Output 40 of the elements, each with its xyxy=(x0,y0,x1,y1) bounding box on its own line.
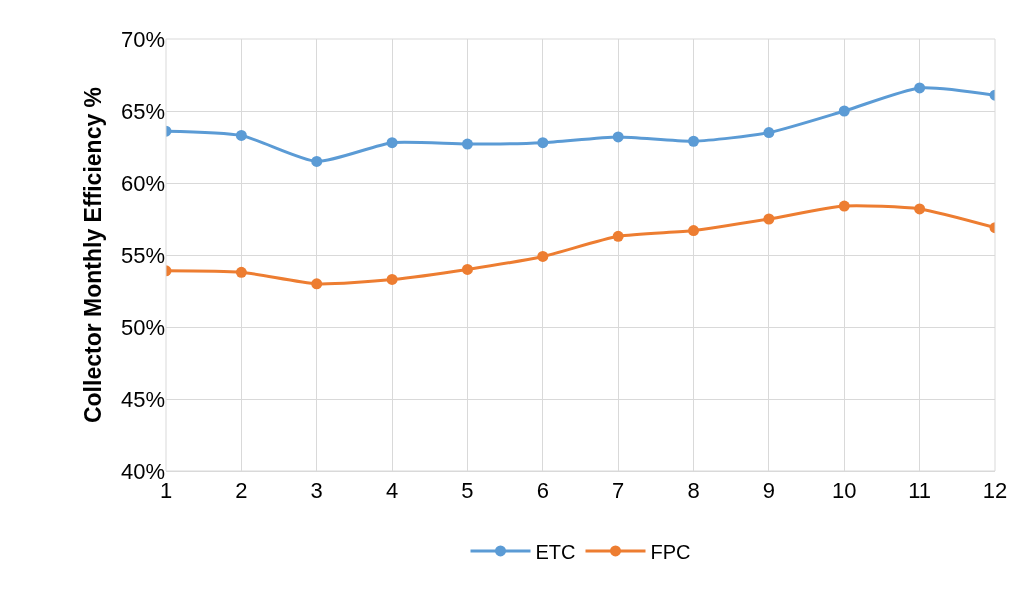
y-tick-label: 50% xyxy=(120,314,165,340)
y-axis-title: Collector Monthly Efficiency % xyxy=(80,86,107,424)
x-tick-label: 10 xyxy=(832,478,857,504)
point xyxy=(838,200,850,212)
y-tick-label: 60% xyxy=(120,170,165,196)
point xyxy=(838,105,850,117)
legend-label: FPC xyxy=(650,540,691,563)
point xyxy=(612,131,624,143)
point xyxy=(537,250,549,262)
point xyxy=(386,137,398,149)
point xyxy=(914,203,926,215)
x-tick-label: 6 xyxy=(536,478,549,504)
point xyxy=(311,155,323,167)
point xyxy=(311,278,323,290)
point xyxy=(763,213,775,225)
x-tick-label: 9 xyxy=(762,478,776,504)
x-tick-label: 11 xyxy=(908,478,932,504)
point xyxy=(688,225,700,237)
x-tick-label: 12 xyxy=(982,478,1008,504)
x-tick-label: 8 xyxy=(687,478,700,504)
point xyxy=(763,127,775,139)
y-tick-label: 45% xyxy=(120,386,165,412)
x-tick-label: 5 xyxy=(461,478,474,504)
legend-label: ETC xyxy=(535,540,576,563)
point xyxy=(612,230,624,242)
x-tick-label: 7 xyxy=(612,478,625,504)
point xyxy=(688,135,700,147)
y-tick-label: 70% xyxy=(120,26,165,52)
point xyxy=(537,137,549,149)
point xyxy=(461,263,473,275)
x-tick-label: 3 xyxy=(310,478,323,504)
point xyxy=(386,273,398,285)
point xyxy=(914,82,926,94)
x-tick-label: 4 xyxy=(385,478,399,504)
y-tick-label: 65% xyxy=(120,98,165,124)
point xyxy=(235,266,247,278)
point xyxy=(235,129,247,141)
point xyxy=(461,138,473,150)
x-tick-label: 2 xyxy=(235,478,248,504)
y-tick-label: 55% xyxy=(120,242,165,268)
